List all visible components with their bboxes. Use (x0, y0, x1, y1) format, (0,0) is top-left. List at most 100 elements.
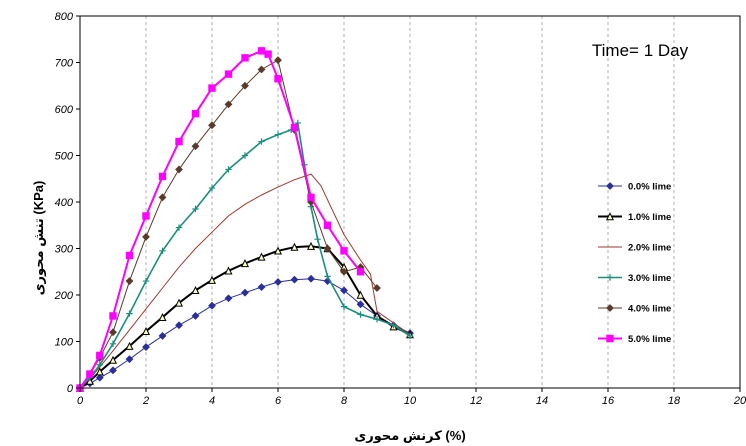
series-line (79, 59, 378, 389)
data-point (258, 138, 265, 145)
data-point (141, 326, 151, 335)
data-point (96, 351, 104, 360)
legend-item: 5.0% lime (598, 334, 671, 345)
data-point (208, 184, 216, 192)
y-tick-label: 600 (55, 104, 74, 116)
data-point (125, 277, 134, 285)
data-point (406, 332, 414, 340)
data-point (192, 205, 199, 213)
data-point (257, 47, 266, 55)
data-point (95, 367, 104, 376)
data-point (86, 370, 94, 378)
series-1-0-lime (75, 241, 415, 392)
data-point (109, 366, 117, 375)
data-point (191, 286, 200, 295)
legend-label: 0.0% lime (628, 182, 671, 193)
data-point (290, 123, 299, 132)
series-3-0-lime (76, 119, 414, 392)
data-point (356, 290, 365, 299)
data-point (340, 247, 348, 255)
data-point (85, 376, 94, 385)
data-point (306, 241, 316, 250)
data-point (357, 311, 364, 318)
data-point (290, 275, 299, 284)
data-point (224, 266, 233, 275)
data-point (356, 268, 365, 276)
data-point (257, 283, 266, 292)
data-point (158, 332, 167, 340)
data-point (125, 355, 134, 364)
axes: 0 2 4 6 8 10 12 14 16 18 2001002003004005006007008… (54, 11, 746, 407)
legend-item: 3.0% lime (598, 273, 671, 284)
data-point (174, 298, 184, 307)
data-point (191, 312, 200, 320)
data-point (274, 278, 282, 286)
data-point (356, 300, 365, 309)
x-tick-label: 4 (209, 395, 215, 407)
data-point (340, 267, 348, 276)
x-tick-label: 10 (404, 395, 417, 407)
data-point (314, 236, 321, 243)
legend-item: 0.0% lime (598, 182, 671, 193)
data-point (273, 246, 283, 255)
x-tick-label: 2 (142, 395, 149, 407)
y-tick-label: 300 (55, 244, 74, 256)
data-point (257, 65, 266, 74)
data-point (175, 165, 183, 174)
data-point (264, 50, 272, 58)
data-point (208, 84, 216, 92)
data-point (158, 313, 167, 322)
data-point (323, 244, 332, 253)
legend-label: 2.0% lime (628, 243, 671, 254)
legend-label: 3.0% lime (628, 273, 671, 284)
data-point (142, 232, 150, 241)
data-point (208, 121, 216, 130)
y-tick-label: 800 (55, 11, 74, 23)
series-line (79, 278, 411, 389)
data-point (208, 301, 216, 310)
x-tick-label: 8 (341, 395, 348, 407)
data-point (241, 288, 249, 297)
data-point (290, 242, 299, 251)
data-point (142, 343, 150, 351)
data-point (191, 142, 200, 151)
data-point (373, 315, 381, 323)
data-point (224, 70, 233, 78)
x-tick-label: 18 (668, 395, 681, 407)
data-point (109, 312, 117, 320)
data-point (323, 221, 332, 229)
legend-marker (606, 182, 614, 190)
data-point (257, 252, 266, 261)
data-point (274, 56, 282, 65)
data-point (109, 328, 117, 337)
data-point (108, 355, 118, 364)
series-line (79, 245, 411, 389)
data-point (158, 193, 167, 202)
data-point (390, 322, 397, 329)
series-5-0-lime (76, 47, 365, 392)
legend-label: 1.0% lime (628, 212, 671, 223)
data-point (126, 310, 133, 317)
legend: 0.0% lime 1.0% lime 2.0% lime 3.0% lime 4.0%… (598, 182, 671, 345)
data-point (340, 286, 348, 295)
y-tick-label: 400 (55, 197, 74, 209)
legend-item: 1.0% lime (598, 212, 671, 223)
data-point (125, 341, 134, 350)
data-point (142, 212, 150, 220)
legend-marker (605, 212, 615, 221)
data-point (241, 81, 249, 90)
data-point (158, 172, 167, 181)
data-point (207, 275, 217, 284)
legend-label: 4.0% lime (628, 304, 671, 315)
data-point (96, 361, 103, 368)
x-tick-label: 14 (536, 395, 548, 407)
y-axis-title: تنش محوری (KPa) (31, 181, 46, 296)
data-point (142, 277, 150, 285)
data-point (241, 54, 249, 62)
data-point (274, 75, 282, 83)
data-point (241, 152, 249, 159)
series-line (79, 49, 362, 389)
data-point (307, 274, 315, 283)
data-point (274, 131, 282, 138)
legend-label: 5.0% lime (628, 334, 671, 345)
